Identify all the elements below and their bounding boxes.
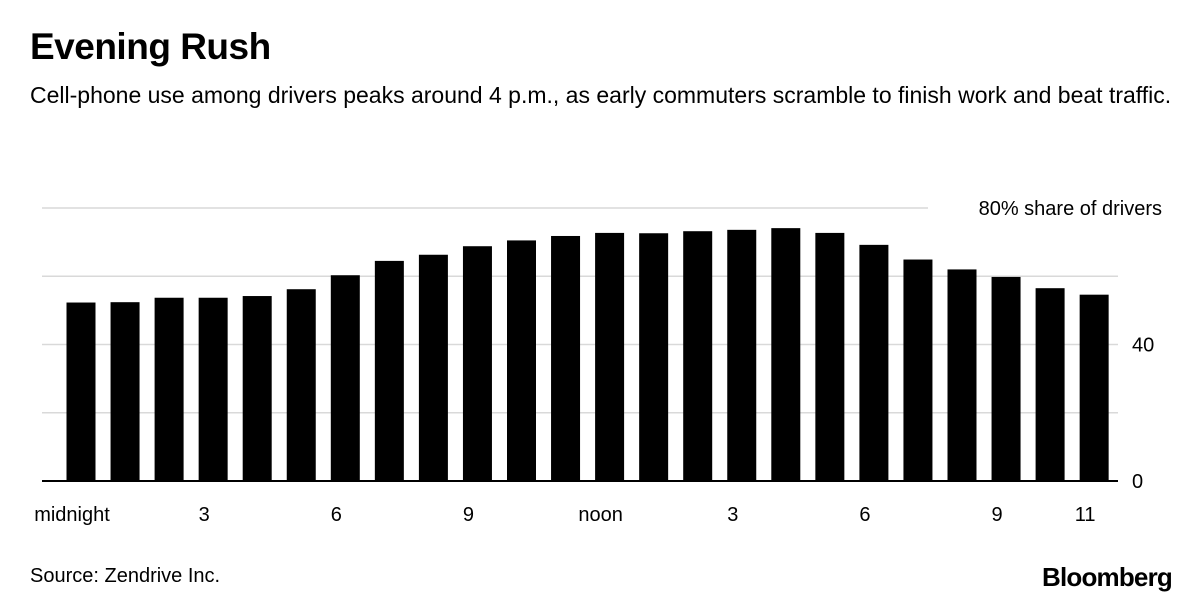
x-tick-label: 6 [331, 504, 342, 526]
chart-title: Evening Rush [30, 26, 271, 67]
y-tick-label: 80% share of drivers [979, 198, 1162, 220]
bar-hour-13 [639, 233, 669, 481]
y-axis-labels: 0 40 80% share of drivers [979, 198, 1162, 493]
bar-hour-20 [947, 269, 977, 481]
bar-hour-22 [1035, 288, 1065, 481]
bar-hour-9 [462, 246, 492, 481]
x-tick-label: 11 [1075, 504, 1096, 526]
bar-hour-6 [330, 275, 360, 481]
y-tick-label: 0 [1132, 471, 1143, 493]
bars [66, 228, 1109, 481]
bar-hour-18 [859, 244, 889, 481]
source-note: Source: Zendrive Inc. [30, 565, 221, 587]
bar-hour-4 [242, 296, 272, 481]
bar-hour-23 [1079, 294, 1109, 481]
x-tick-label: noon [578, 504, 623, 526]
bar-hour-21 [991, 276, 1021, 481]
bar-hour-8 [418, 254, 448, 481]
bloomberg-logo: Bloomberg [1041, 562, 1173, 592]
x-tick-label: 9 [991, 504, 1002, 526]
bar-hour-5 [286, 289, 316, 481]
x-tick-label: 3 [199, 504, 210, 526]
bar-hour-7 [374, 260, 404, 481]
x-tick-label: midnight [34, 504, 110, 526]
x-tick-label: 6 [859, 504, 870, 526]
x-axis-labels: midnight 3 6 9 noon 3 6 9 11 [34, 504, 1095, 526]
bar-hour-1 [110, 302, 140, 481]
bar-hour-16 [771, 228, 801, 481]
x-tick-label: 9 [463, 504, 474, 526]
bar-hour-12 [595, 232, 625, 481]
bar-hour-0 [66, 302, 96, 481]
y-tick-label: 40 [1132, 335, 1154, 357]
bar-hour-11 [551, 235, 581, 481]
chart-subtitle: Cell-phone use among drivers peaks aroun… [30, 82, 1172, 108]
bar-hour-17 [815, 232, 845, 481]
bar-hour-15 [727, 229, 757, 481]
bar-hour-14 [683, 231, 713, 481]
bar-hour-2 [154, 297, 184, 481]
bar-hour-19 [903, 259, 933, 481]
x-tick-label: 3 [727, 504, 738, 526]
bar-hour-3 [198, 297, 228, 481]
bar-hour-10 [507, 240, 536, 481]
